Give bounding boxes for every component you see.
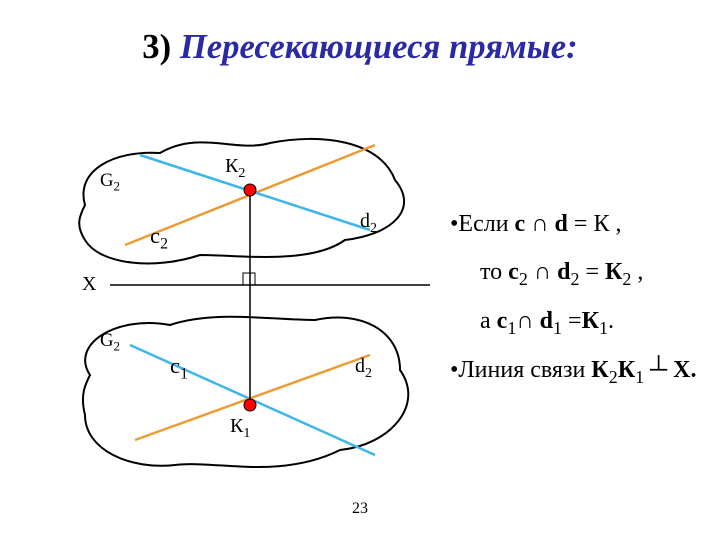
page-number: 23 <box>0 500 720 518</box>
title-text: Пересекающиеся прямые: <box>180 28 578 66</box>
title: 3) Пересекающиеся прямые: <box>0 28 720 67</box>
label-X: Х <box>82 273 96 296</box>
diagram-labels: G2 К2 d2 c2 Х G2 c1 d2 К1 <box>60 115 440 495</box>
explain-line-1: •Если c ∩ d = К , <box>450 200 696 248</box>
explain-line-3: а c1∩ d1 =К1. <box>450 297 696 346</box>
label-c2: c2 <box>150 223 168 254</box>
explain-line-4: •Линия связи К2К1 ┴ Х. <box>450 346 696 395</box>
label-G2_upper: G2 <box>100 170 120 195</box>
label-K1: К1 <box>230 415 250 442</box>
label-c1: c1 <box>170 353 188 384</box>
label-d2_lower: d2 <box>355 355 372 382</box>
label-d2_upper: d2 <box>360 210 377 237</box>
title-number: 3) <box>142 28 171 66</box>
label-K2: К2 <box>225 155 245 182</box>
label-G2_lower: G2 <box>100 330 120 355</box>
explain-line-2: то c2 ∩ d2 = К2 , <box>450 248 696 297</box>
explanation-text: •Если c ∩ d = К , то c2 ∩ d2 = К2 , а c1… <box>450 200 696 394</box>
